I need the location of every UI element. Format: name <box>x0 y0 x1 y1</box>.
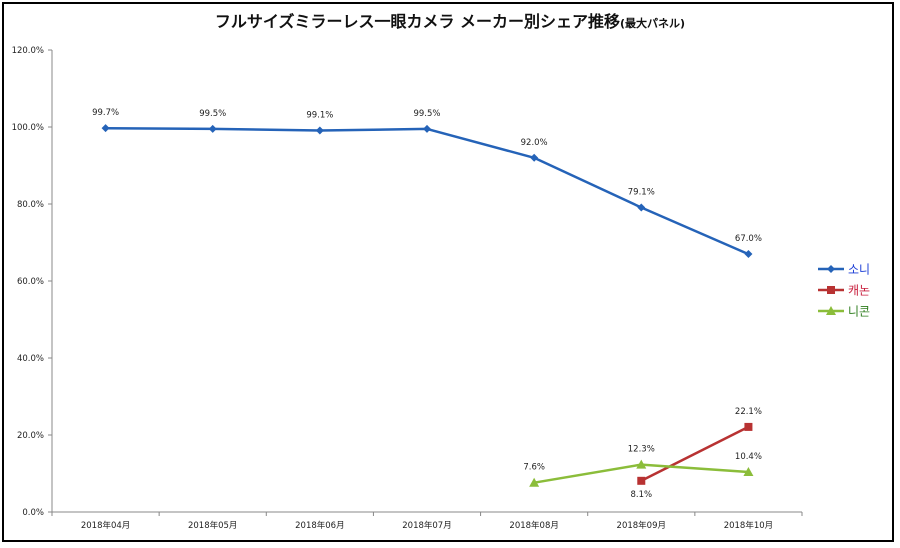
data-label: 79.1% <box>628 187 655 197</box>
chart-title: フルサイズミラーレス一眼カメラ メーカー別シェア推移 <box>214 12 621 31</box>
y-tick-label: 80.0% <box>17 200 44 210</box>
legend-label: 니콘 <box>848 305 870 319</box>
x-tick-label: 2018年09月 <box>617 520 666 531</box>
data-label: 22.1% <box>735 407 762 417</box>
y-tick-label: 0.0% <box>22 508 44 518</box>
legend-marker <box>827 265 835 273</box>
x-tick-label: 2018年10月 <box>724 520 773 531</box>
data-point <box>743 466 754 476</box>
chart-subtitle: (最大パネル) <box>620 17 686 30</box>
y-tick-label: 120.0% <box>12 46 44 56</box>
legend-marker <box>827 286 835 294</box>
data-label: 8.1% <box>630 490 652 500</box>
legend-marker <box>826 306 836 315</box>
x-tick-label: 2018年04月 <box>81 520 130 531</box>
y-tick-label: 40.0% <box>17 354 44 364</box>
data-label: 99.5% <box>413 109 440 119</box>
x-tick-label: 2018年05月 <box>188 520 237 531</box>
data-point <box>637 203 646 212</box>
x-tick-label: 2018年08月 <box>509 520 558 531</box>
data-point <box>423 124 431 133</box>
data-point <box>529 477 540 487</box>
data-label: 12.3% <box>628 445 655 455</box>
data-point <box>315 126 324 135</box>
chart-title-block: フルサイズミラーレス一眼カメラ メーカー別シェア推移(最大パネル) <box>0 8 900 32</box>
data-point <box>744 250 753 259</box>
data-label: 99.5% <box>199 109 226 119</box>
series-line <box>640 425 749 482</box>
y-tick-label: 60.0% <box>17 277 44 287</box>
data-label: 92.0% <box>521 138 548 148</box>
data-label: 67.0% <box>735 234 762 244</box>
data-point <box>101 124 110 133</box>
data-label: 99.1% <box>306 110 333 120</box>
y-tick-label: 100.0% <box>12 123 44 133</box>
y-tick-label: 20.0% <box>17 431 44 441</box>
x-tick-label: 2018年07月 <box>402 520 451 531</box>
data-point <box>530 153 539 162</box>
data-label: 7.6% <box>523 463 545 473</box>
data-point <box>636 459 647 469</box>
legend-label: 소니 <box>848 263 870 277</box>
x-tick-label: 2018年06月 <box>295 520 344 531</box>
legend-label: 캐논 <box>848 284 870 298</box>
data-point <box>637 476 646 485</box>
data-point <box>208 124 217 133</box>
data-point <box>744 422 753 431</box>
data-label: 10.4% <box>735 452 762 462</box>
data-label: 99.7% <box>92 108 119 118</box>
chart-frame <box>2 2 894 542</box>
